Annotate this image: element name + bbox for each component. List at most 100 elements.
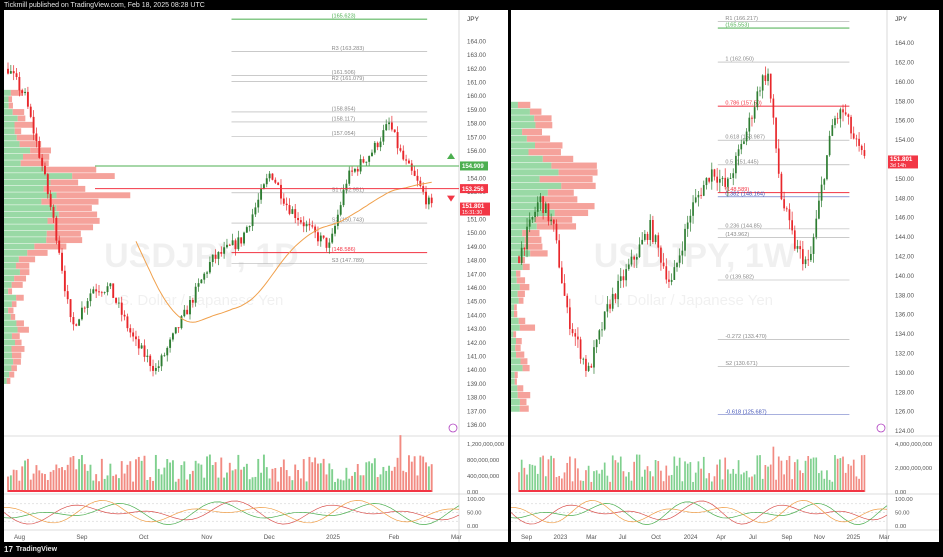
right-panel-profile-bar [511,385,518,392]
left-panel-profile-bar [4,262,16,269]
right-panel-oscillator-line [510,500,888,525]
right-panel-candle [558,240,561,268]
left-panel-profile-bar [8,307,14,314]
left-panel-volume-bar [362,475,365,492]
right-panel-profile-bar [511,162,552,169]
left-panel-volume-bar [41,473,44,492]
left-panel-volume-bar [12,469,15,492]
right-panel-price-tick: 146.00 [895,215,914,222]
left-panel-candle [152,365,154,371]
left-panel-candle [214,254,217,259]
left-panel-volume-bar [18,480,21,492]
left-panel-candle [237,237,240,250]
right-panel-candle [831,125,834,136]
right-panel-volume-bar [627,472,630,492]
right-panel-profile-bar [511,358,521,365]
right-panel-candle [579,339,582,359]
left-panel-profile-bar [4,160,21,167]
left-panel-price-tick: 143.00 [467,326,486,333]
left-panel-volume-bar [427,466,430,492]
left-panel-volume-bar [234,469,237,492]
right-panel-candle [550,219,552,222]
left-panel-candle [117,302,120,304]
left-panel-candle [174,327,177,334]
left-panel-candle [257,199,260,208]
right-panel-profile-bar [547,189,574,196]
left-panel-candle [319,235,322,242]
left-panel-x-tick-label: Feb [389,534,400,541]
right-panel-candle [694,197,697,203]
right-panel-volume-tick: 2,000,000,000 [895,466,932,472]
right-panel-candle [684,228,686,251]
right-panel-candle [649,219,652,240]
left-panel-volume-bar [38,470,41,492]
right-panel-volume-bar [606,475,609,492]
left-panel-profile-bar [4,121,15,128]
left-panel-volume-bar [129,461,132,492]
left-panel-profile-bar [8,102,13,109]
right-panel-candle [518,256,520,264]
right-panel-candle [710,169,713,182]
right-panel-profile-bar [511,250,531,257]
right-panel-volume-bar [810,458,812,492]
left-panel-volume-bar [260,472,263,492]
right-panel-volume-bar [775,479,777,492]
right-panel-candle [772,98,775,118]
left-panel-candle [211,254,214,263]
left-panel-candle [49,194,52,207]
right-panel-volume-bar [767,466,769,492]
right-panel-volume-bar [673,456,676,492]
left-panel-candle [274,179,277,183]
left-panel-volume-bar [166,459,169,492]
left-panel-profile-bar [4,371,10,378]
right-panel-candle [783,199,785,209]
right-panel-volume-bar [590,481,593,492]
left-panel-volume-bar [189,474,191,492]
right-panel-volume-bar [619,456,622,492]
right-panel-candle [601,329,603,331]
right-panel-volume-bar [635,454,638,492]
left-panel-candle [137,339,140,349]
left-panel-profile-bar [14,121,34,128]
left-panel-candle [334,225,336,234]
left-panel-candle [52,206,55,218]
left-panel-profile-bar [34,243,67,250]
right-panel-profile-bar [511,365,523,372]
left-panel-profile-bar [41,198,99,205]
left-panel-candle [342,189,345,206]
left-panel-candle [171,333,174,340]
right-panel-level-label: 0.5 (151.445) [725,159,758,165]
right-panel-candle [660,247,662,263]
right-panel-profile-bar [511,277,517,284]
right-panel-watermark-description: U.S. Dollar / Japanese Yen [594,292,773,309]
right-panel-candle [544,203,547,213]
right-panel-volume-bar [633,461,635,492]
right-panel-candle [815,218,818,238]
left-panel-candle [408,160,410,164]
left-panel-marker-tag [460,184,488,194]
left-panel-volume-bar [228,462,231,492]
right-panel-profile-bar [522,365,530,372]
right-panel-x-tick-label: Sep [781,534,793,541]
left-panel-profile-bar [22,153,50,160]
right-panel-price-tick: 164.00 [895,40,914,47]
right-panel-volume-bar [839,458,842,492]
right-panel-volume-bar [676,465,678,492]
right-panel-price-tick: 154.00 [895,137,914,144]
right-panel-candle [836,118,839,120]
left-panel-candle [12,71,15,74]
right-panel-profile-bar [511,108,530,115]
right-panel-volume-tick: 4,000,000,000 [895,442,932,448]
right-panel-candle [860,145,863,151]
right-panel-profile-bar [516,270,521,277]
left-panel-volume-bar [83,464,86,492]
left-panel-candle [157,366,160,369]
left-panel-price-tick: 151.00 [467,217,486,224]
left-panel: USDJPY, 1DU.S. Dollar / Japanese YenJPY1… [3,10,508,542]
right-panel-x-tick-label: Jul [749,534,757,541]
right-panel-volume-bar [844,472,847,492]
right-panel-candle [812,237,815,254]
right-panel-volume-bar [536,473,539,492]
left-panel-volume-bar [103,478,106,492]
